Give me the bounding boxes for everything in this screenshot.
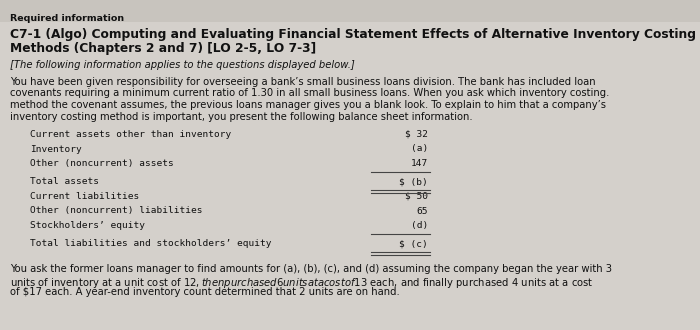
Text: Other (noncurrent) assets: Other (noncurrent) assets — [30, 159, 174, 168]
Bar — [0, 0, 700, 22]
Text: C7-1 (Algo) Computing and Evaluating Financial Statement Effects of Alternative : C7-1 (Algo) Computing and Evaluating Fin… — [10, 28, 696, 41]
Text: [The following information applies to the questions displayed below.]: [The following information applies to th… — [10, 60, 355, 70]
Text: Other (noncurrent) liabilities: Other (noncurrent) liabilities — [30, 207, 202, 215]
Text: Required information: Required information — [10, 14, 124, 23]
Text: Total assets: Total assets — [30, 178, 99, 186]
Text: Current assets other than inventory: Current assets other than inventory — [30, 130, 231, 139]
Text: 65: 65 — [416, 207, 428, 215]
Text: Inventory: Inventory — [30, 145, 82, 153]
Text: (a): (a) — [411, 145, 428, 153]
Text: $ (b): $ (b) — [399, 178, 428, 186]
Text: You ask the former loans manager to find amounts for (a), (b), (c), and (d) assu: You ask the former loans manager to find… — [10, 264, 612, 274]
Text: Current liabilities: Current liabilities — [30, 192, 139, 201]
Text: $ 50: $ 50 — [405, 192, 428, 201]
Text: covenants requiring a minimum current ratio of 1.30 in all small business loans.: covenants requiring a minimum current ra… — [10, 88, 610, 98]
Text: Total liabilities and stockholders’ equity: Total liabilities and stockholders’ equi… — [30, 240, 272, 248]
Text: $ (c): $ (c) — [399, 240, 428, 248]
Text: units of inventory at a unit cost of $12, then purchased 6 units at a cost of $1: units of inventory at a unit cost of $12… — [10, 276, 594, 289]
Text: $ 32: $ 32 — [405, 130, 428, 139]
Text: Methods (Chapters 2 and 7) [LO 2-5, LO 7-3]: Methods (Chapters 2 and 7) [LO 2-5, LO 7… — [10, 42, 316, 55]
Text: 147: 147 — [411, 159, 428, 168]
Text: (d): (d) — [411, 221, 428, 230]
Text: Stockholders’ equity: Stockholders’ equity — [30, 221, 145, 230]
Text: of $17 each. A year-end inventory count determined that 2 units are on hand.: of $17 each. A year-end inventory count … — [10, 287, 400, 297]
Text: method the covenant assumes, the previous loans manager gives you a blank look. : method the covenant assumes, the previou… — [10, 100, 606, 110]
Text: inventory costing method is important, you present the following balance sheet i: inventory costing method is important, y… — [10, 112, 473, 121]
Text: You have been given responsibility for overseeing a bank’s small business loans : You have been given responsibility for o… — [10, 77, 596, 87]
